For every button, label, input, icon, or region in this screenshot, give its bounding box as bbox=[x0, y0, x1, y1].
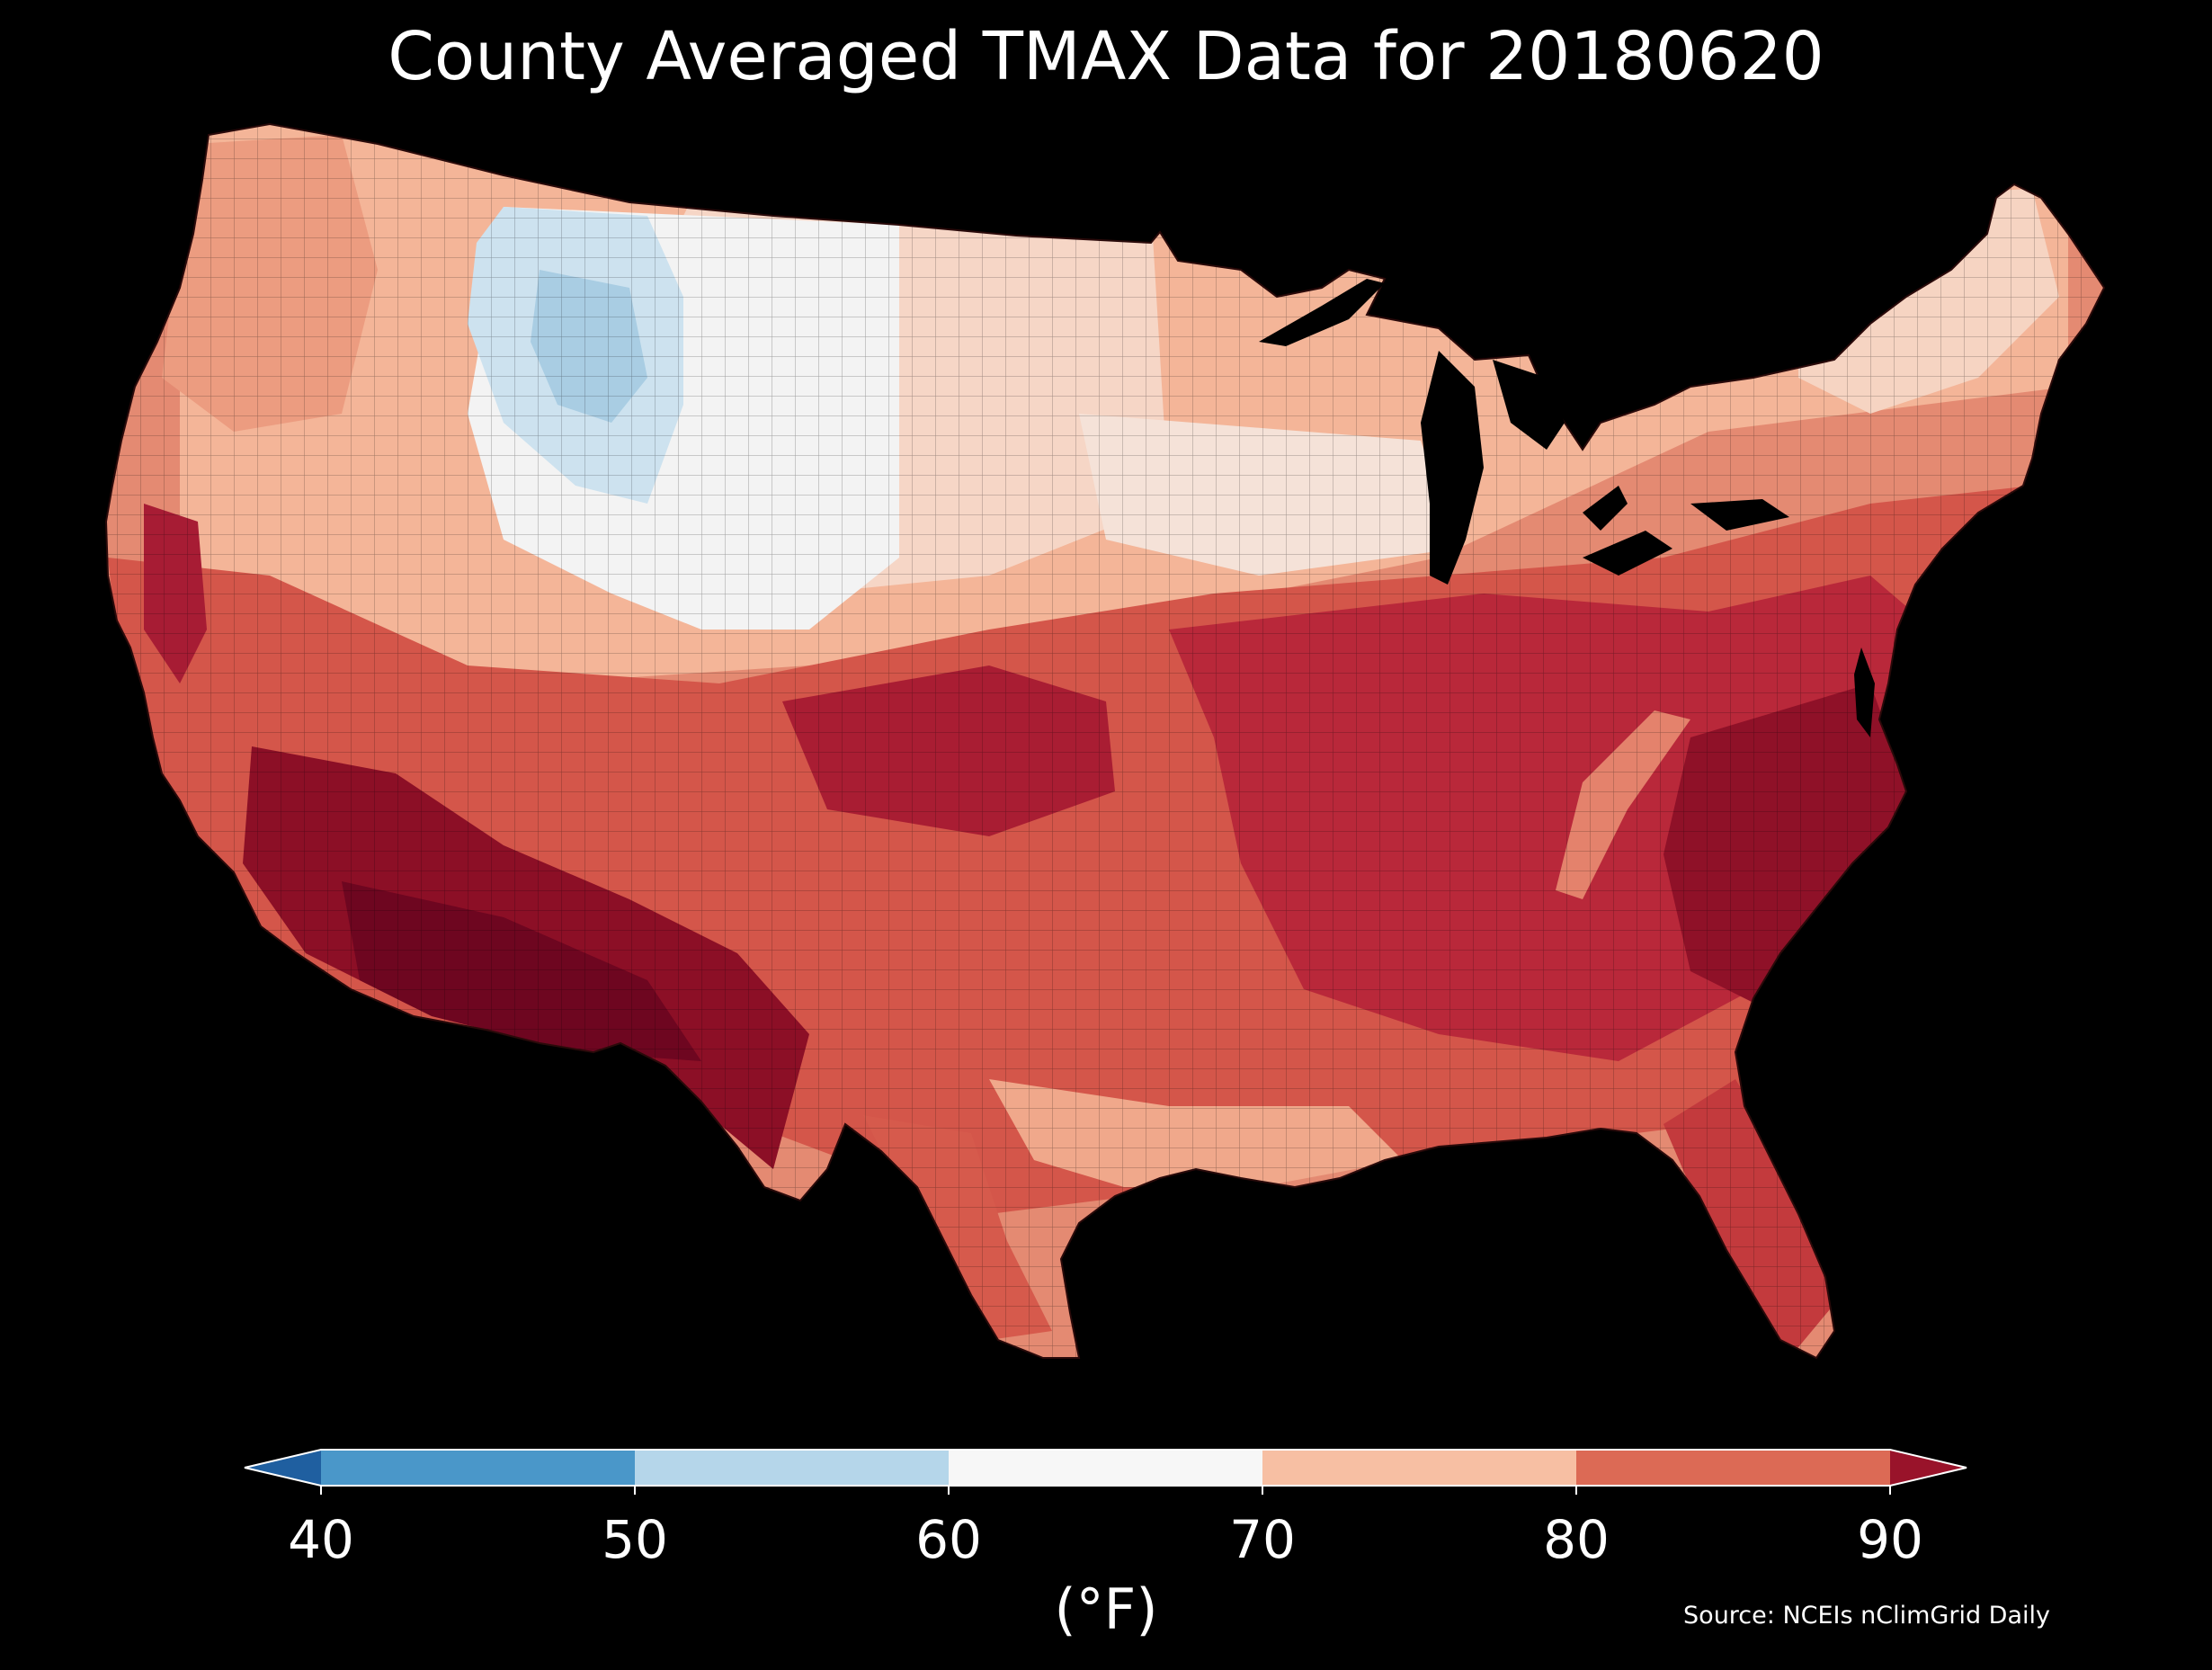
map-title: County Averaged TMAX Data for 20180620 bbox=[388, 18, 1824, 95]
colorbar-tick-label: 40 bbox=[288, 1509, 354, 1570]
colorbar-tick-label: 90 bbox=[1857, 1509, 1923, 1570]
great-lakes bbox=[1259, 279, 1789, 585]
colorbar-label: (°F) bbox=[1054, 1576, 1158, 1642]
source-note: Source: NCEIs nClimGrid Daily bbox=[1683, 1602, 2050, 1630]
colorbar-tick-label: 70 bbox=[1229, 1509, 1296, 1570]
colorbar-tick-label: 80 bbox=[1543, 1509, 1610, 1570]
colorbar-tick-label: 50 bbox=[602, 1509, 668, 1570]
chesapeake-bay bbox=[1854, 647, 1875, 737]
colorbar-tick-label: 60 bbox=[915, 1509, 982, 1570]
